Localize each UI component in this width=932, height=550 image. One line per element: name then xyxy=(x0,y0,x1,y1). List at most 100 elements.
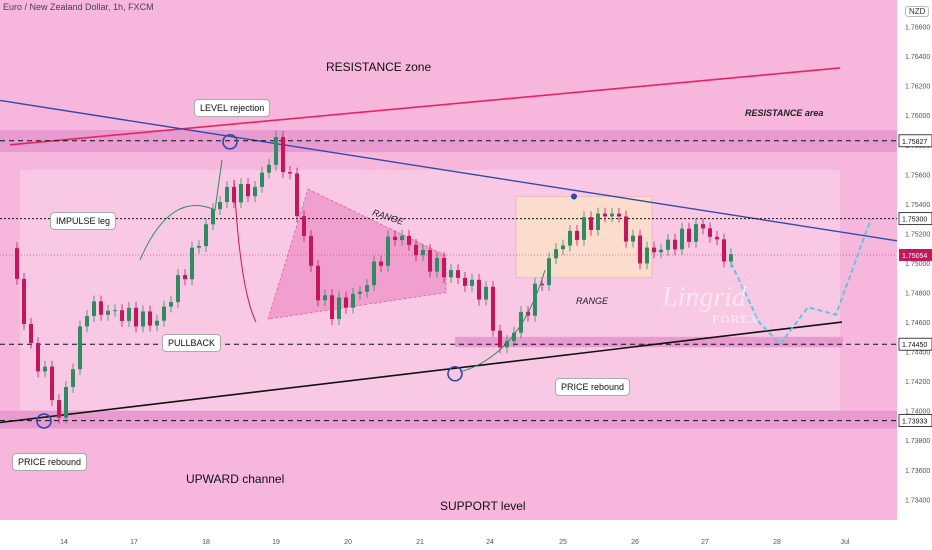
x-tick-label: 14 xyxy=(60,539,68,546)
candle-body xyxy=(393,236,397,241)
x-tick-label: 28 xyxy=(773,539,781,546)
candle-body xyxy=(729,254,733,262)
candle-body xyxy=(64,386,68,418)
candle-body xyxy=(57,400,61,418)
upward-channel-line xyxy=(0,321,843,424)
candle-body xyxy=(218,202,222,210)
candle-body xyxy=(414,244,418,256)
candle-body xyxy=(540,283,544,286)
upward-channel-label: UPWARD channel xyxy=(186,472,285,486)
candle-body xyxy=(659,249,663,253)
x-tick-label: 24 xyxy=(486,539,494,546)
y-tick-label: 1.74000 xyxy=(905,409,930,416)
candle-body xyxy=(463,277,467,286)
candle-body xyxy=(400,235,404,241)
y-axis-ticks: 1.766001.764001.762001.760001.758001.756… xyxy=(905,25,930,505)
price-rebound-right-note: PRICE rebound xyxy=(555,378,631,396)
plot-background xyxy=(0,0,897,520)
candle-body xyxy=(15,248,19,279)
y-tick-label: 1.75400 xyxy=(905,202,930,209)
y-tick-label: 1.75000 xyxy=(905,261,930,268)
candle-body xyxy=(183,275,187,280)
level-label: 1.75300 xyxy=(902,217,927,224)
x-tick-label: 26 xyxy=(631,539,639,546)
candle-body xyxy=(260,172,264,187)
watermark-brand: Lingrid xyxy=(662,282,747,313)
candle-body xyxy=(624,216,628,242)
candle-body xyxy=(701,224,705,229)
candle-body xyxy=(22,278,26,324)
candle-body xyxy=(372,261,376,286)
y-tick-label: 1.75200 xyxy=(905,231,930,238)
level-label: 1.73933 xyxy=(902,419,927,426)
y-tick-label: 1.73600 xyxy=(905,468,930,475)
candle-body xyxy=(554,249,558,259)
x-tick-label: 19 xyxy=(272,539,280,546)
candle-body xyxy=(253,186,257,197)
candle-body xyxy=(99,301,103,315)
candle-body xyxy=(85,316,89,327)
candle-body xyxy=(365,285,369,292)
candle-body xyxy=(484,286,488,300)
candle-body xyxy=(232,187,236,203)
candle-body xyxy=(449,270,453,278)
level-tag xyxy=(898,134,932,148)
x-tick-label: 18 xyxy=(202,539,210,546)
candle-body xyxy=(148,311,152,326)
candle-body xyxy=(113,310,117,312)
x-axis-ticks: 14 17 18 19 20 21 24 25 26 27 28 Jul xyxy=(60,539,850,546)
pullback-arrow xyxy=(233,179,257,323)
currency-badge[interactable]: NZD xyxy=(905,6,930,17)
rebound-arrow xyxy=(459,269,546,373)
candle-body xyxy=(197,246,201,248)
watermark-sub: FOREX xyxy=(712,312,759,326)
x-tick-label: 21 xyxy=(416,539,424,546)
candle-body xyxy=(78,326,82,370)
candle-body xyxy=(71,369,75,387)
candle-body xyxy=(470,279,474,286)
x-tick-label: 20 xyxy=(344,539,352,546)
candle-body xyxy=(645,247,649,264)
candle-body xyxy=(589,217,593,231)
impulse-leg-note: IMPULSE leg xyxy=(50,212,117,230)
candle-body xyxy=(127,307,131,321)
y-axis-panel xyxy=(897,0,932,550)
candle-body xyxy=(274,136,278,165)
candle-body xyxy=(323,295,327,301)
impulse-arrow xyxy=(139,159,223,261)
candle-body xyxy=(134,307,138,327)
candle-body xyxy=(617,213,621,217)
y-tick-label: 1.74800 xyxy=(905,291,930,298)
candle-body xyxy=(498,330,502,348)
level-label: 1.74450 xyxy=(902,342,927,349)
y-tick-label: 1.74600 xyxy=(905,320,930,327)
candle-body xyxy=(610,213,614,217)
support-level-label: SUPPORT level xyxy=(440,499,526,513)
price-levels: 1.75827 1.75300 1.74450 1.73933 xyxy=(0,134,932,427)
candle-body xyxy=(421,249,425,256)
candle-body xyxy=(568,230,572,246)
candle-body xyxy=(547,258,551,286)
x-tick-label: 27 xyxy=(701,539,709,546)
candle-body xyxy=(288,172,292,174)
candle-body xyxy=(652,247,656,253)
range-top-marker xyxy=(571,193,577,200)
candle-body xyxy=(190,247,194,280)
level-tag xyxy=(898,212,932,226)
candle-body xyxy=(43,366,47,372)
candle-body xyxy=(358,291,362,294)
pivot-marker xyxy=(36,413,52,429)
last-price-tag xyxy=(899,248,932,261)
candle-body xyxy=(141,311,145,327)
candle-body xyxy=(295,173,299,217)
candle-body xyxy=(330,295,334,320)
symbol-header: Euro / New Zealand Dollar, 1h, FXCM xyxy=(3,2,154,12)
candle-body xyxy=(673,239,677,250)
y-tick-label: 1.76200 xyxy=(905,84,930,91)
candle-body xyxy=(708,228,712,237)
resistance-area-label: RESISTANCE area xyxy=(745,108,824,118)
x-tick-label: 25 xyxy=(559,539,567,546)
candle-body xyxy=(36,342,40,372)
candle-body xyxy=(176,275,180,303)
